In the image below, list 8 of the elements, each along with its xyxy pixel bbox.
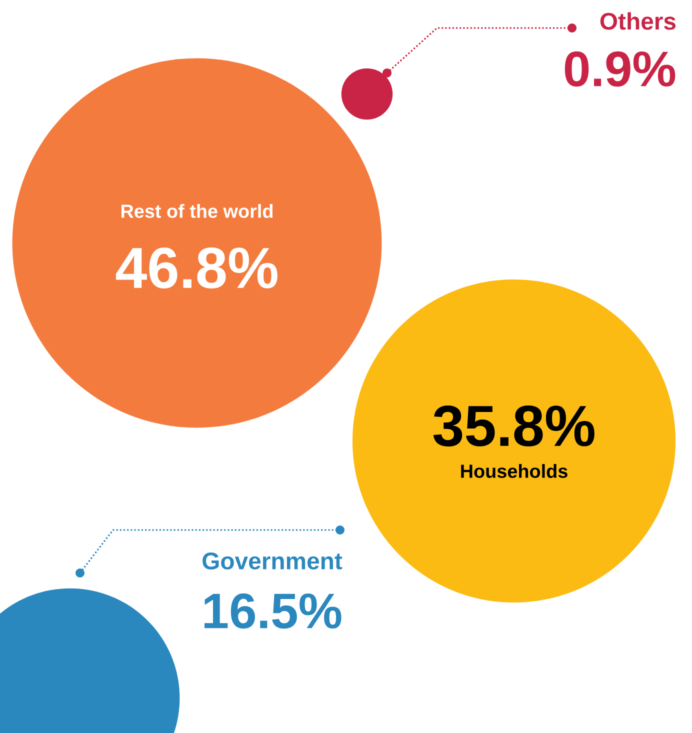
data-label: 0.9% bbox=[564, 51, 676, 87]
data-label: 35.8% bbox=[433, 406, 594, 446]
data-label: 46.8% bbox=[116, 248, 278, 288]
category-label: Others bbox=[600, 12, 676, 30]
category-label: Government bbox=[202, 552, 342, 570]
category-label: Rest of the world bbox=[122, 204, 273, 218]
data-label: 16.5% bbox=[204, 593, 342, 629]
category-label: Households bbox=[461, 464, 568, 478]
